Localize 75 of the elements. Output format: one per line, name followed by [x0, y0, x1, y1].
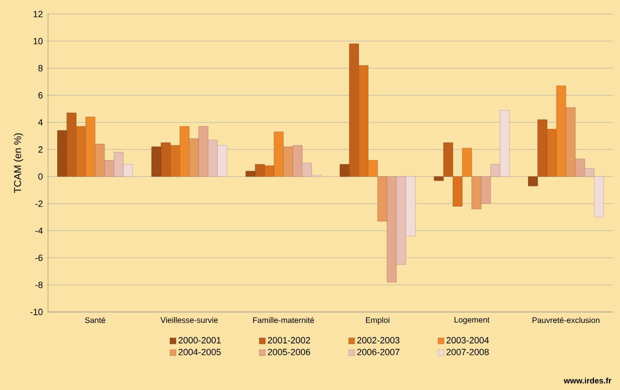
legend-label: 2007-2008: [446, 348, 489, 356]
x-tick-label: Vieillesse-survie: [160, 317, 218, 323]
legend-label: 2001-2002: [268, 337, 310, 344]
x-tick-label: Santé: [85, 317, 106, 323]
y-tick-label: 6: [38, 92, 43, 98]
bar: [584, 168, 594, 177]
bar: [160, 142, 171, 177]
bar: [556, 86, 566, 177]
bar: [481, 176, 491, 204]
bar: [434, 176, 444, 181]
y-tick-label: 4: [38, 119, 43, 126]
y-tick-label: -2: [35, 200, 43, 207]
bar: [406, 176, 416, 236]
bar: [462, 148, 472, 177]
legend-label: 2003-2004: [446, 337, 489, 344]
bar: [292, 145, 302, 177]
bar: [443, 142, 454, 177]
y-axis-title: TCAM (en %): [14, 133, 24, 194]
bar: [189, 138, 199, 177]
bar: [264, 166, 274, 177]
bar: [396, 176, 406, 265]
legend-label: 2004-2005: [178, 348, 221, 356]
legend-label: 2006-2007: [357, 348, 400, 356]
bar: [368, 160, 378, 177]
bar: [151, 146, 162, 177]
legend-label: 2002-2003: [357, 337, 400, 344]
bar: [86, 116, 96, 177]
bar: [246, 170, 256, 177]
y-tick-label: 0: [38, 173, 43, 180]
bar: [94, 144, 105, 177]
text: www.irdes.fr: [564, 378, 612, 384]
y-tick-label: 2: [38, 146, 43, 153]
bar: [255, 164, 265, 177]
bar: [208, 140, 218, 177]
bar: [57, 130, 67, 177]
bar: [66, 112, 76, 177]
bar: [104, 160, 114, 177]
y-tick-label: 8: [38, 64, 43, 72]
y-tick-label: -4: [35, 228, 43, 234]
bar: [76, 126, 86, 177]
bar: [500, 110, 510, 177]
bar: [114, 152, 124, 177]
bar: [377, 176, 388, 222]
bar: [274, 132, 284, 177]
legend-label: 2000-2001: [178, 337, 221, 344]
bar: [452, 176, 462, 206]
y-tick-label: 12: [34, 10, 43, 18]
x-tick-label: Pauvreté-exclusion: [532, 317, 600, 323]
bar: [340, 164, 350, 177]
legend-label: 2005-2006: [268, 348, 310, 356]
bar: [490, 164, 500, 177]
bar: [538, 119, 548, 177]
x-tick-label: Famille-maternité: [253, 317, 314, 323]
bar: [386, 176, 397, 282]
bar: [180, 126, 190, 177]
bar: [566, 107, 576, 177]
bar: [546, 128, 557, 177]
y-tick-label: -8: [35, 282, 43, 288]
y-tick-label: 10: [34, 38, 43, 44]
bar: [472, 176, 482, 210]
bar: [170, 145, 180, 177]
x-tick-label: Emploi: [366, 317, 390, 324]
bar: [349, 44, 359, 177]
bar: [198, 126, 208, 177]
bar: [123, 164, 133, 177]
bar: [217, 145, 228, 177]
y-tick-label: -10: [30, 308, 43, 316]
bar: [528, 176, 538, 186]
bar: [594, 176, 604, 218]
bar: [283, 146, 293, 177]
bar: [575, 158, 585, 177]
bar: [358, 65, 368, 177]
x-tick-label: Logement: [454, 317, 490, 324]
bar: [302, 162, 312, 177]
y-tick-label: -6: [35, 254, 43, 261]
